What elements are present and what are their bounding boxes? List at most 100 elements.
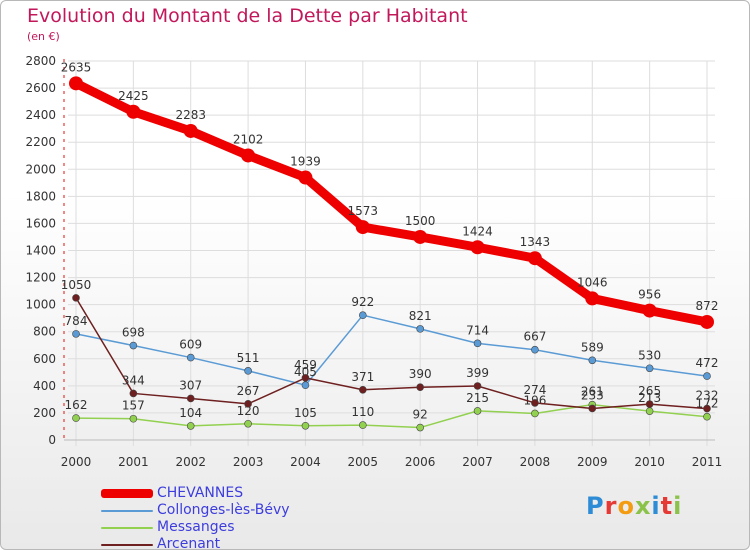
x-tick-label: 2010 <box>634 455 665 469</box>
data-point-collonges-l-s-b-vy <box>359 311 367 320</box>
chart-title: Evolution du Montant de la Dette par Hab… <box>27 5 468 27</box>
y-tick-label: 1400 <box>25 244 56 258</box>
data-label-chevannes: 872 <box>696 299 719 313</box>
data-label-arcenant: 307 <box>179 378 202 392</box>
y-tick-label: 2800 <box>25 54 56 68</box>
data-label-messanges: 213 <box>638 391 661 405</box>
y-tick-label: 1800 <box>25 189 56 203</box>
data-label-collonges-l-s-b-vy: 472 <box>696 356 719 370</box>
data-point-chevannes <box>700 314 714 329</box>
legend-item-arcenant: Arcenant <box>101 536 290 550</box>
data-point-arcenant <box>473 382 482 390</box>
data-label-chevannes: 2425 <box>118 89 149 103</box>
x-tick-label: 2007 <box>462 455 493 469</box>
data-point-messanges <box>473 407 482 415</box>
data-label-collonges-l-s-b-vy: 698 <box>122 326 145 340</box>
data-label-collonges-l-s-b-vy: 714 <box>466 323 489 337</box>
y-tick-label: 2600 <box>25 81 56 95</box>
data-point-arcenant <box>359 385 367 394</box>
data-label-arcenant: 399 <box>466 366 489 380</box>
data-label-chevannes: 1500 <box>405 214 436 228</box>
proxiti-logo: Proxiti <box>586 492 683 520</box>
data-label-messanges: 157 <box>122 399 145 413</box>
data-label-messanges: 110 <box>351 405 374 419</box>
legend-label: CHEVANNES <box>157 485 244 501</box>
legend-swatch <box>101 489 153 498</box>
data-label-chevannes: 1046 <box>577 275 608 289</box>
data-label-collonges-l-s-b-vy: 922 <box>351 295 374 309</box>
data-point-chevannes <box>642 303 657 318</box>
data-label-arcenant: 1050 <box>61 278 92 292</box>
data-label-arcenant: 274 <box>523 383 546 397</box>
y-tick-label: 600 <box>33 352 56 366</box>
data-point-arcenant <box>244 400 252 408</box>
data-label-chevannes: 1939 <box>290 155 321 169</box>
legend-label: Arcenant <box>157 536 221 550</box>
chart-legend: CHEVANNES Collonges-lès-Bévy Messanges Arce… <box>101 485 290 550</box>
data-label-chevannes: 2102 <box>233 132 264 146</box>
x-tick-label: 2008 <box>520 455 551 469</box>
data-label-arcenant: 371 <box>351 370 374 384</box>
x-tick-label: 2011 <box>692 455 723 469</box>
data-label-collonges-l-s-b-vy: 405 <box>294 365 317 379</box>
data-label-chevannes: 1424 <box>462 224 493 238</box>
data-label-messanges: 92 <box>413 408 428 422</box>
data-label-chevannes: 956 <box>638 288 661 302</box>
data-point-chevannes <box>527 251 542 266</box>
data-label-collonges-l-s-b-vy: 589 <box>581 340 604 354</box>
data-point-messanges <box>416 423 424 432</box>
data-label-messanges: 105 <box>294 406 317 420</box>
data-point-messanges <box>129 414 138 423</box>
data-label-collonges-l-s-b-vy: 609 <box>179 338 202 352</box>
data-label-collonges-l-s-b-vy: 511 <box>237 351 260 365</box>
data-label-collonges-l-s-b-vy: 821 <box>409 309 432 323</box>
data-point-chevannes <box>413 229 428 244</box>
data-label-messanges: 215 <box>466 391 489 405</box>
data-point-collonges-l-s-b-vy <box>473 339 482 348</box>
data-point-messanges <box>703 412 711 421</box>
data-label-chevannes: 1343 <box>520 235 551 249</box>
data-label-arcenant: 390 <box>409 367 432 381</box>
data-point-arcenant <box>416 383 424 392</box>
data-point-collonges-l-s-b-vy <box>72 330 80 338</box>
series-line-arcenant <box>75 297 708 410</box>
data-label-messanges: 162 <box>65 398 88 412</box>
y-tick-label: 800 <box>33 325 56 339</box>
data-label-arcenant: 265 <box>638 384 661 398</box>
y-tick-label: 2000 <box>25 162 56 176</box>
x-tick-label: 2002 <box>175 455 206 469</box>
y-tick-label: 1600 <box>25 216 56 230</box>
series-line-chevannes <box>71 78 712 327</box>
data-label-messanges: 172 <box>696 397 719 411</box>
data-label-chevannes: 1573 <box>348 204 379 218</box>
y-tick-label: 400 <box>33 379 56 393</box>
data-point-chevannes <box>470 240 485 255</box>
data-point-collonges-l-s-b-vy <box>301 381 310 389</box>
series-line-messanges <box>75 403 708 429</box>
data-label-collonges-l-s-b-vy: 784 <box>65 314 88 328</box>
data-point-messanges <box>645 407 654 415</box>
data-point-chevannes <box>241 148 256 163</box>
data-label-messanges: 104 <box>179 406 202 420</box>
data-point-collonges-l-s-b-vy <box>186 353 195 362</box>
data-point-collonges-l-s-b-vy <box>416 325 424 333</box>
data-point-arcenant <box>186 394 195 403</box>
data-point-messanges <box>244 419 252 428</box>
data-point-collonges-l-s-b-vy <box>244 367 252 375</box>
data-point-chevannes <box>126 104 141 119</box>
legend-item-chevannes: CHEVANNES <box>101 485 290 502</box>
data-label-arcenant: 232 <box>696 389 719 403</box>
data-label-arcenant: 459 <box>294 358 317 372</box>
y-tick-label: 0 <box>48 433 56 447</box>
data-point-chevannes <box>183 123 198 138</box>
data-point-arcenant <box>301 374 310 382</box>
legend-label: Collonges-lès-Bévy <box>157 502 290 518</box>
y-tick-label: 1200 <box>25 271 56 285</box>
data-point-arcenant <box>129 389 138 398</box>
data-label-messanges: 261 <box>581 385 604 399</box>
legend-label: Messanges <box>157 519 235 535</box>
data-point-arcenant <box>645 400 654 408</box>
data-point-collonges-l-s-b-vy <box>129 341 138 350</box>
